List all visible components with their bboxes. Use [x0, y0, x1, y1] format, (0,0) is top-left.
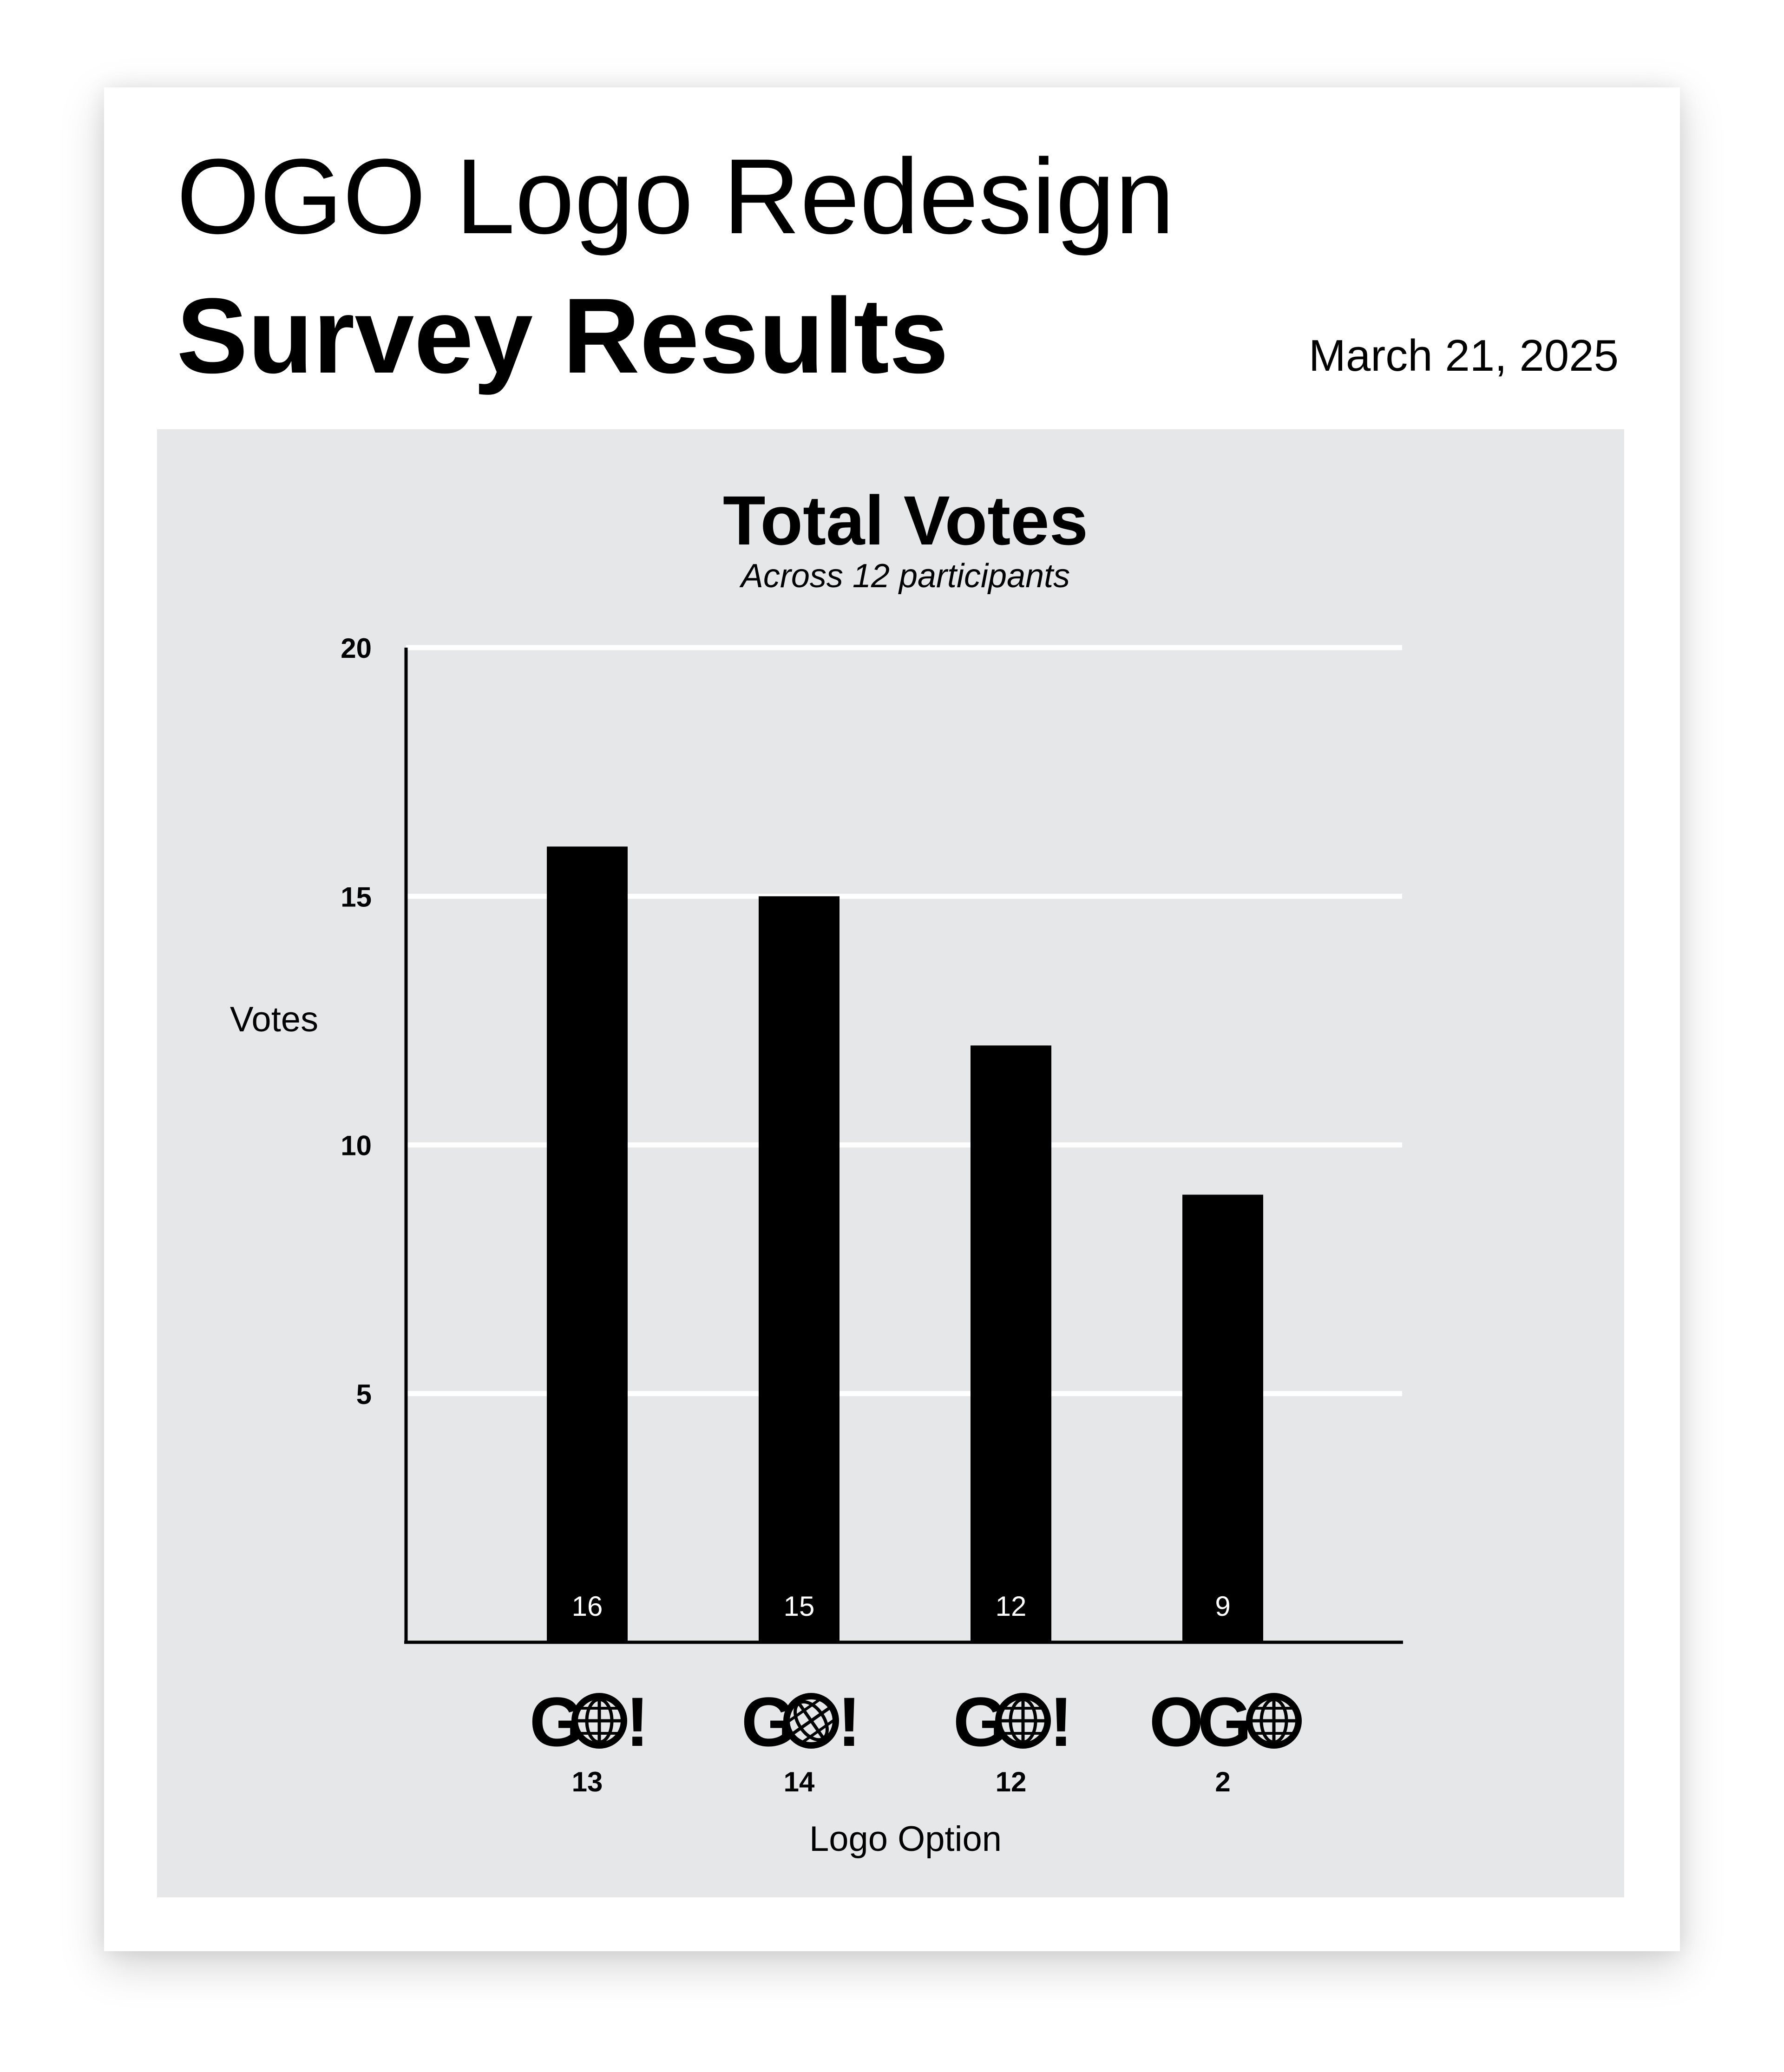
bar-value-label: 16	[572, 1591, 603, 1622]
y-tick-label: 20	[341, 633, 372, 664]
svg-text:G: G	[1198, 1683, 1252, 1761]
bar	[1182, 1194, 1263, 1642]
bar	[759, 896, 840, 1642]
report-card: OGO Logo Redesign Survey Results March 2…	[104, 87, 1680, 1951]
bar	[971, 1045, 1051, 1642]
svg-text:!: !	[1049, 1683, 1073, 1761]
chart-subtitle: Across 12 participants	[739, 557, 1070, 595]
x-tick-label: 13	[572, 1766, 603, 1797]
x-tick-label: 2	[1215, 1766, 1230, 1797]
ogo-globe-logo: OG	[1149, 1683, 1302, 1761]
svg-text:!: !	[838, 1683, 861, 1761]
svg-text:!: !	[626, 1683, 649, 1761]
go-globe-logo: G!	[953, 1683, 1073, 1761]
y-tick-label: 10	[341, 1130, 372, 1161]
report-subtitle: Survey Results	[177, 276, 949, 395]
x-axis-label: Logo Option	[809, 1819, 1002, 1859]
labels: Total Votes Across 12 participants Votes…	[230, 481, 1302, 1859]
chart-title: Total Votes	[723, 481, 1088, 559]
chart-panel: Total Votes Across 12 participants Votes…	[157, 429, 1624, 1897]
bar-value-label: 15	[784, 1591, 815, 1622]
y-tick-label: 15	[341, 881, 372, 912]
report-title: OGO Logo Redesign	[177, 137, 1174, 256]
svg-text:O: O	[1149, 1683, 1204, 1761]
bar-value-label: 12	[996, 1591, 1027, 1622]
go-globe-tilted-logo: G!	[741, 1683, 861, 1761]
bar-value-label: 9	[1215, 1591, 1230, 1622]
go-globe-logo: G!	[530, 1683, 649, 1761]
axes	[404, 648, 1403, 1644]
bar-chart: Total Votes Across 12 participants Votes…	[230, 481, 1403, 1859]
y-tick-label: 5	[356, 1379, 372, 1410]
x-tick-label: 12	[996, 1766, 1027, 1797]
bars	[547, 846, 1263, 1642]
x-tick-label: 14	[784, 1766, 815, 1797]
bar	[547, 846, 628, 1642]
report-date: March 21, 2025	[1308, 331, 1619, 380]
y-axis-label: Votes	[230, 1000, 318, 1039]
